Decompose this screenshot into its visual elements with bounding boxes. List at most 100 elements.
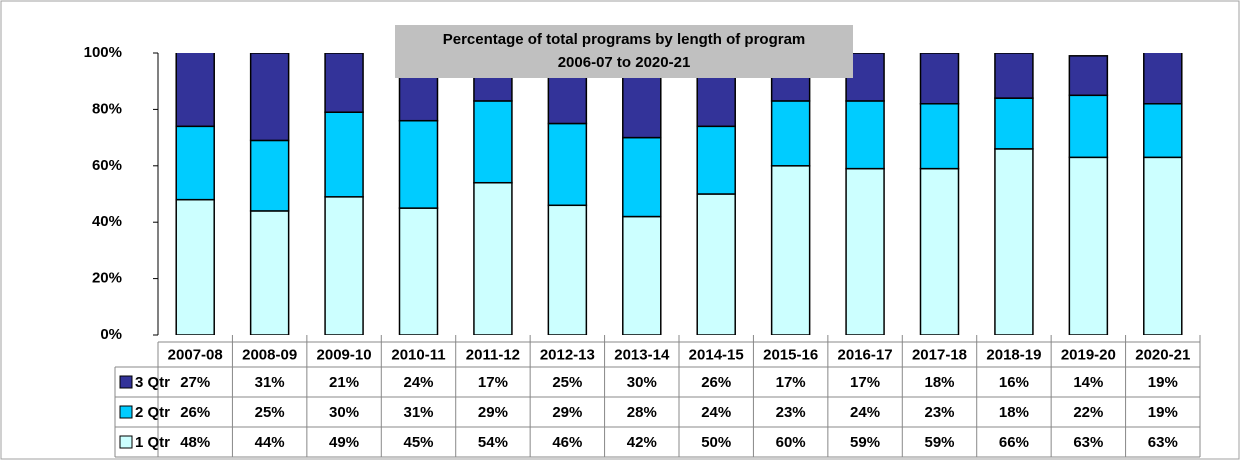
table-value: 21% xyxy=(329,374,359,391)
bar-segment xyxy=(919,53,960,105)
table-value: 27% xyxy=(180,374,210,391)
bar-segment xyxy=(473,181,513,335)
table-value: 19% xyxy=(1148,374,1178,391)
x-tick-label: 2008-09 xyxy=(242,346,297,363)
table-value: 19% xyxy=(1148,404,1178,421)
bar-segment xyxy=(324,111,364,198)
table-value: 63% xyxy=(1073,434,1103,451)
table-value: 63% xyxy=(1148,434,1178,451)
table-value: 30% xyxy=(329,404,359,421)
table-value: 23% xyxy=(924,404,954,421)
y-tick-label: 20% xyxy=(92,270,122,287)
bar-segment xyxy=(175,125,215,201)
table-value: 25% xyxy=(255,404,285,421)
table-value: 24% xyxy=(403,374,433,391)
table-value: 44% xyxy=(255,434,285,451)
bar-segment xyxy=(324,53,364,113)
bar-segment xyxy=(398,207,439,335)
bar-segment xyxy=(249,210,290,335)
legend-key xyxy=(119,435,133,449)
bar-segment xyxy=(622,136,662,218)
x-tick-label: 2020-21 xyxy=(1135,346,1190,363)
legend-label: 3 Qtr xyxy=(135,374,170,391)
x-tick-label: 2013-14 xyxy=(614,346,670,363)
table-value: 22% xyxy=(1073,404,1103,421)
bar-segment xyxy=(1143,103,1183,159)
x-tick-label: 2014-15 xyxy=(689,346,744,363)
table-value: 29% xyxy=(478,404,508,421)
bar-segment xyxy=(994,53,1034,99)
table-value: 16% xyxy=(999,374,1029,391)
x-tick-label: 2011-12 xyxy=(466,346,520,363)
x-tick-label: 2018-19 xyxy=(986,346,1041,363)
bar-segment xyxy=(1068,156,1109,335)
legend-label: 1 Qtr xyxy=(135,434,170,451)
y-tick-label: 40% xyxy=(92,213,122,230)
bar-segment xyxy=(770,100,811,167)
y-tick-label: 80% xyxy=(92,100,122,117)
table-value: 17% xyxy=(850,374,880,391)
table-value: 54% xyxy=(478,434,508,451)
table-value: 45% xyxy=(403,434,433,451)
table-value: 26% xyxy=(701,374,731,391)
table-value: 31% xyxy=(403,404,433,421)
legend-label: 2 Qtr xyxy=(135,404,170,421)
bar-segment xyxy=(696,193,736,335)
table-value: 59% xyxy=(924,434,954,451)
bar-segment xyxy=(696,125,736,195)
bar-segment xyxy=(249,139,290,212)
x-tick-label: 2015-16 xyxy=(763,346,818,363)
table-value: 17% xyxy=(776,374,806,391)
bar-segment xyxy=(1143,156,1183,335)
bar-segment xyxy=(398,119,439,209)
title-box xyxy=(395,25,853,78)
table-value: 59% xyxy=(850,434,880,451)
chart-title: Percentage of total programs by length o… xyxy=(443,31,806,48)
legend-key xyxy=(119,375,133,389)
table-value: 29% xyxy=(552,404,582,421)
bar-segment xyxy=(249,53,290,142)
bar-segment xyxy=(547,122,588,207)
x-tick-label: 2007-08 xyxy=(168,346,223,363)
table-value: 24% xyxy=(850,404,880,421)
bar-segment xyxy=(1068,94,1109,159)
x-tick-label: 2016-17 xyxy=(838,346,893,363)
y-tick-label: 60% xyxy=(92,157,122,174)
table-value: 28% xyxy=(627,404,657,421)
bar-segment xyxy=(175,198,215,335)
legend-key xyxy=(119,405,133,419)
table-value: 66% xyxy=(999,434,1029,451)
table-value: 60% xyxy=(776,434,806,451)
x-tick-label: 2017-18 xyxy=(912,346,967,363)
bar-segment xyxy=(473,100,513,184)
bar-segment xyxy=(1143,53,1183,105)
table-value: 24% xyxy=(701,404,731,421)
bar-segment xyxy=(919,103,960,170)
table-value: 25% xyxy=(552,374,582,391)
bar-segment xyxy=(324,196,364,335)
bar-segment xyxy=(770,165,811,335)
bar-segment xyxy=(845,100,885,170)
table-value: 18% xyxy=(924,374,954,391)
table-value: 23% xyxy=(776,404,806,421)
table-value: 49% xyxy=(329,434,359,451)
bar-segment xyxy=(994,148,1034,335)
chart-subtitle: 2006-07 to 2020-21 xyxy=(558,54,691,71)
x-tick-label: 2010-11 xyxy=(391,346,445,363)
bar-segment xyxy=(845,167,885,335)
table-value: 50% xyxy=(701,434,731,451)
bar-segment xyxy=(547,204,588,335)
table-value: 42% xyxy=(627,434,657,451)
table-value: 18% xyxy=(999,404,1029,421)
table-value: 48% xyxy=(180,434,210,451)
table-value: 14% xyxy=(1073,374,1103,391)
y-tick-label: 100% xyxy=(84,44,122,61)
bar-segment xyxy=(622,215,662,335)
bar-segment xyxy=(994,97,1034,150)
table-value: 31% xyxy=(255,374,285,391)
table-value: 17% xyxy=(478,374,508,391)
x-tick-label: 2012-13 xyxy=(540,346,595,363)
table-value: 30% xyxy=(627,374,657,391)
bar-segment xyxy=(919,167,960,335)
y-tick-label: 0% xyxy=(100,326,122,343)
